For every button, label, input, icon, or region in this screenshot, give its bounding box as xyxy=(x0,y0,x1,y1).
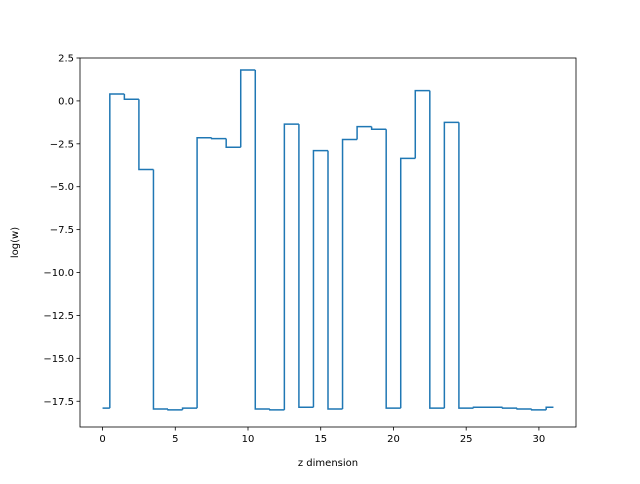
step-point xyxy=(545,406,554,410)
step-point xyxy=(530,408,547,411)
x-tick-label: 25 xyxy=(460,434,473,445)
step-point xyxy=(181,407,198,410)
step-point xyxy=(399,157,416,409)
step-point xyxy=(356,125,372,140)
step-point xyxy=(385,129,401,409)
x-axis-label: z dimension xyxy=(298,458,358,469)
y-axis: 2.5 0.0 −2.5 −5.0 −7.5 −10.0 −12.5 −15.0 −17.5 xyxy=(43,54,80,408)
step-point xyxy=(472,406,488,409)
x-axis: 0 5 10 15 20 25 30 xyxy=(99,427,545,445)
y-tick-label: −12.5 xyxy=(43,311,74,322)
step-point xyxy=(298,124,314,409)
x-tick-label: 10 xyxy=(242,434,255,445)
step-point xyxy=(341,138,358,409)
step-point xyxy=(138,99,154,171)
step-point xyxy=(196,137,212,409)
x-tick-label: 20 xyxy=(387,434,400,445)
step-point xyxy=(501,407,518,409)
y-tick-label: −5.0 xyxy=(50,182,74,193)
step-point xyxy=(458,122,474,409)
step-point xyxy=(312,149,328,408)
x-tick-label: 30 xyxy=(533,434,546,445)
plot-area xyxy=(102,69,554,411)
step-point xyxy=(109,93,125,409)
x-tick-label: 0 xyxy=(99,434,105,445)
y-tick-label: −2.5 xyxy=(50,139,74,150)
step-point xyxy=(370,126,387,130)
step-point xyxy=(123,94,139,100)
step-point xyxy=(225,138,241,148)
step-point xyxy=(443,121,459,409)
y-tick-label: 2.5 xyxy=(58,54,74,65)
step-point xyxy=(210,137,227,140)
step-point xyxy=(152,169,168,410)
step-point xyxy=(429,90,445,409)
x-tick-label: 5 xyxy=(172,434,178,445)
step-point xyxy=(414,89,430,159)
step-point xyxy=(167,408,183,411)
y-tick-label: −17.5 xyxy=(43,397,74,408)
y-tick-label: −10.0 xyxy=(43,268,74,279)
step-point xyxy=(283,123,299,410)
step-point xyxy=(269,408,285,411)
y-tick-label: −15.0 xyxy=(43,354,74,365)
step-point xyxy=(254,70,270,410)
axes-frame xyxy=(79,57,577,428)
step-point xyxy=(239,69,256,148)
step-point xyxy=(516,408,532,410)
series-line xyxy=(102,69,554,411)
y-axis-label: log(w) xyxy=(10,227,21,258)
x-tick-label: 15 xyxy=(314,434,327,445)
y-tick-label: −7.5 xyxy=(50,225,74,236)
step-point xyxy=(327,150,343,410)
y-tick-label: 0.0 xyxy=(58,96,74,107)
